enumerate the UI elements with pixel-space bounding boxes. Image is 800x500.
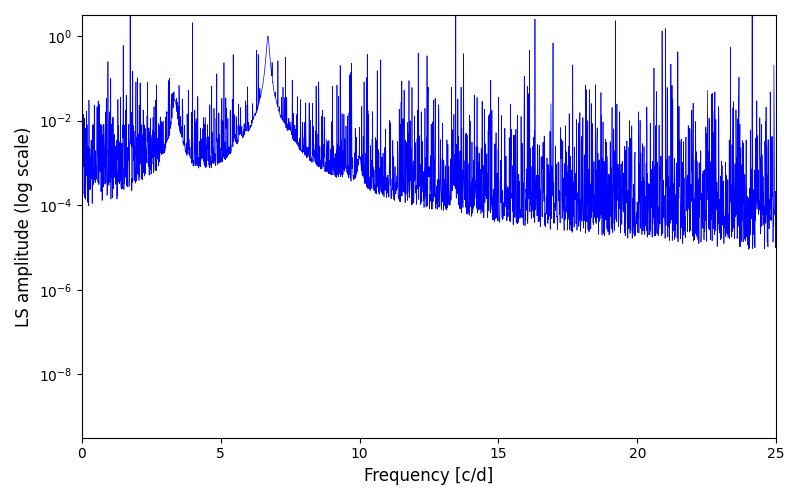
Y-axis label: LS amplitude (log scale): LS amplitude (log scale) [15, 126, 33, 326]
X-axis label: Frequency [c/d]: Frequency [c/d] [364, 467, 494, 485]
